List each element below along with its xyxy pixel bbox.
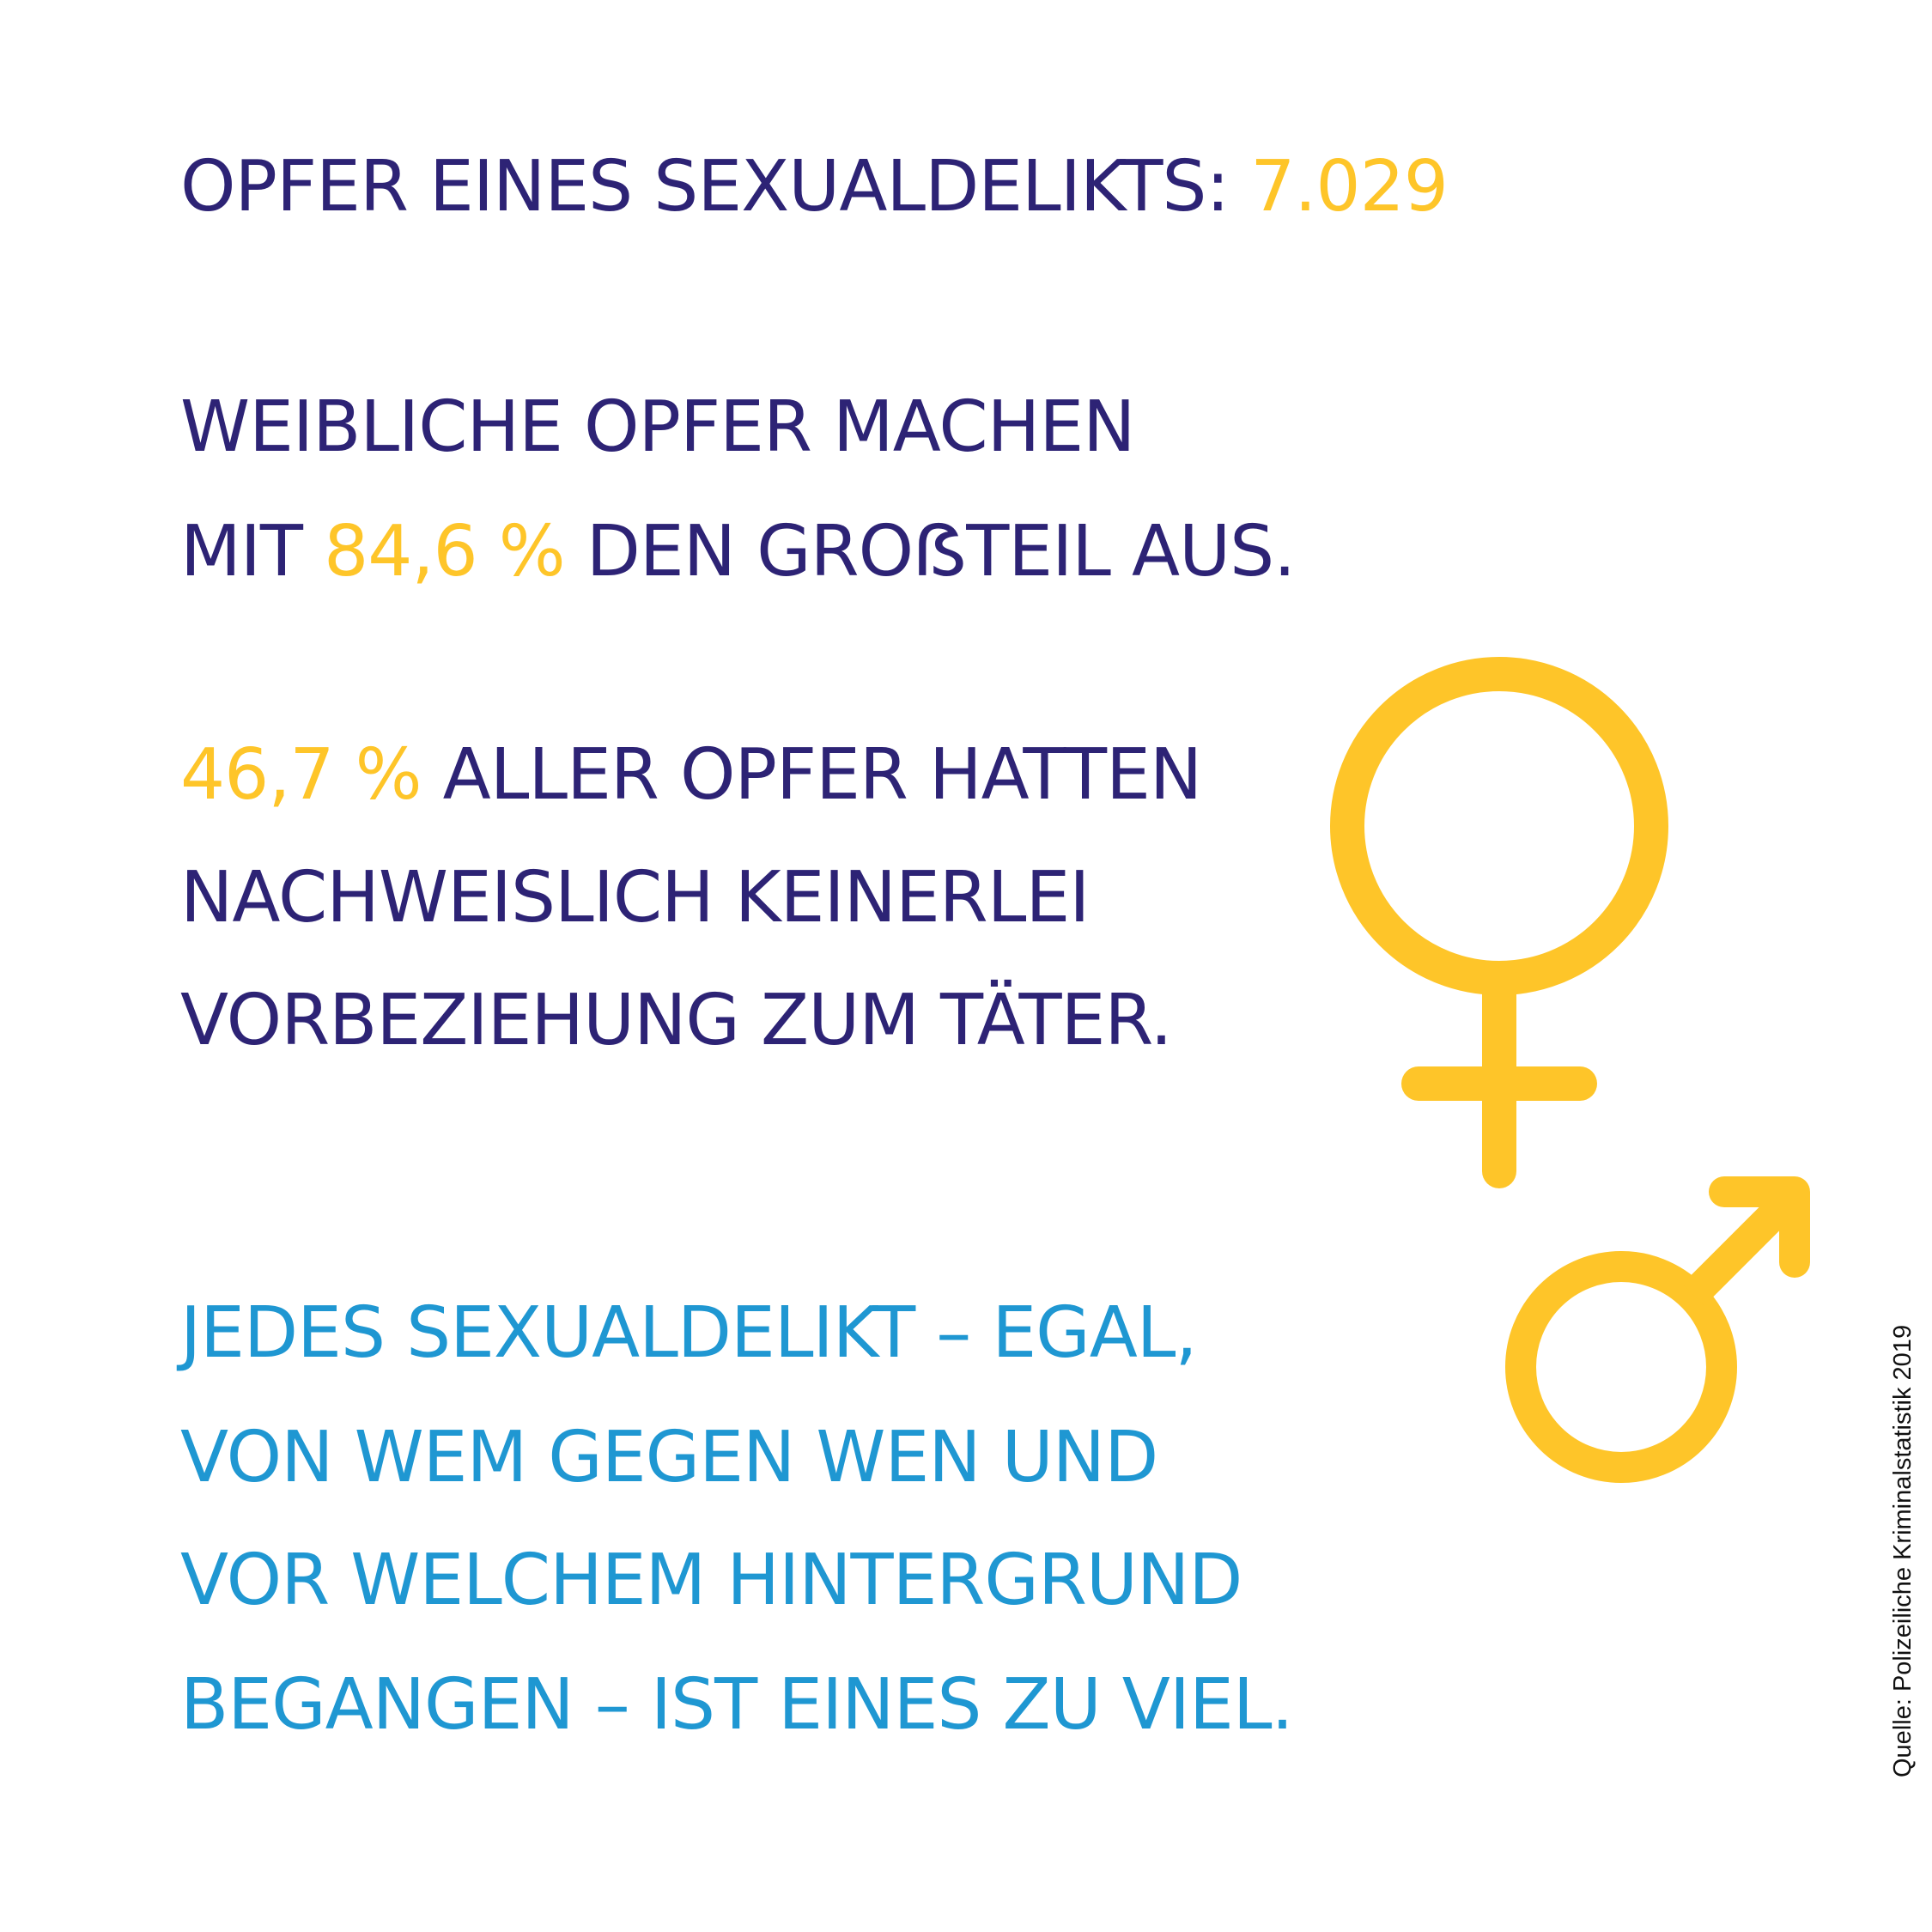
fact-relation-line-2: NACHWEISLICH KEINERLEI — [180, 857, 1090, 939]
closing-line-2: VON WEM GEGEN WEN UND — [180, 1417, 1158, 1498]
headline-value: 7.029 — [1250, 146, 1449, 228]
headline: OPFER EINES SEXUALDELIKTS: 7.029 — [180, 152, 1449, 222]
headline-label: OPFER EINES SEXUALDELIKTS: — [180, 146, 1230, 228]
fact-relation-value: 46,7 % — [180, 734, 422, 816]
fact-relation-line-1: 46,7 % ALLER OPFER HATTEN — [180, 740, 1202, 811]
fact-female-value: 84,6 % — [324, 511, 566, 592]
fact-female-line-1: WEIBLICHE OPFER MACHEN — [180, 386, 1135, 468]
closing-line-4: BEGANGEN – IST EINES ZU VIEL. — [180, 1664, 1294, 1746]
fact-relation-suffix: ALLER OPFER HATTEN — [442, 734, 1203, 816]
closing-line-1: JEDES SEXUALDELIKT – EGAL, — [180, 1292, 1198, 1374]
closing-line-3: VOR WELCHEM HINTERGRUND — [180, 1540, 1242, 1621]
fact-relation-line-3: VORBEZIEHUNG ZUM TÄTER. — [180, 980, 1173, 1061]
fact-female-prefix: MIT — [180, 511, 303, 592]
source-note: Quelle: Polizeiliche Kriminalstatistik 2… — [1889, 1324, 1917, 1777]
fact-female-suffix: DEN GROẞTEIL AUS. — [586, 511, 1297, 592]
fact-female-line-2: MIT 84,6 % DEN GROẞTEIL AUS. — [180, 517, 1296, 587]
